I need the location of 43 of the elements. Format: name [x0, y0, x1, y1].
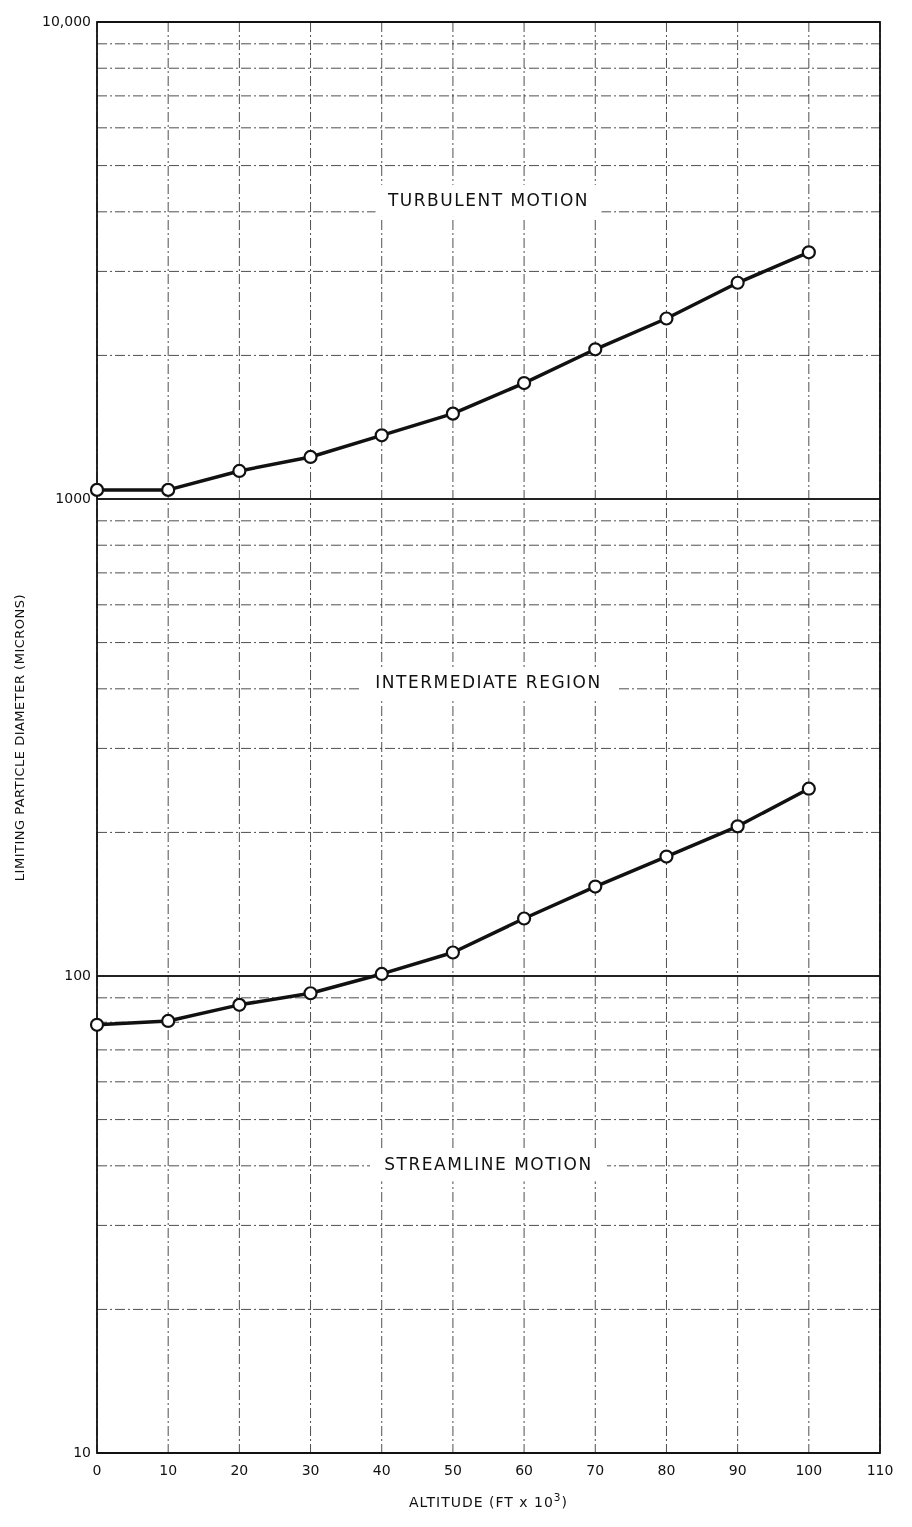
point — [659, 311, 674, 326]
point — [232, 463, 247, 479]
point — [588, 342, 603, 357]
point — [801, 781, 816, 796]
y-tick-label: 100 — [64, 967, 91, 983]
point — [730, 819, 745, 834]
point — [801, 245, 816, 260]
x-tick-label: 90 — [728, 1462, 747, 1478]
point — [516, 375, 532, 391]
x-tick-label: 110 — [866, 1462, 894, 1478]
annotation: STREAMLINE MOTION — [384, 1154, 593, 1175]
point — [161, 1013, 176, 1029]
y-tick-label: 10 — [73, 1444, 91, 1460]
x-tick-label: 0 — [92, 1462, 102, 1478]
x-tick-label: 80 — [657, 1462, 676, 1478]
point — [374, 428, 389, 443]
x-tick-label: 40 — [372, 1462, 391, 1478]
x-tick-label: 100 — [795, 1462, 823, 1478]
y-tick-label: 1000 — [55, 490, 91, 506]
point — [161, 482, 176, 497]
point — [89, 1017, 105, 1032]
point — [445, 406, 461, 421]
annotation: INTERMEDIATE REGION — [375, 672, 602, 693]
point — [89, 482, 105, 497]
point — [659, 849, 674, 864]
annotation: TURBULENT MOTION — [386, 189, 590, 210]
x-tick-label: 70 — [586, 1462, 605, 1478]
point — [303, 449, 318, 465]
point — [303, 986, 318, 1001]
x-tick-label: 60 — [515, 1462, 533, 1478]
point — [730, 275, 745, 290]
y-axis-title: LIMITING PARTICLE DIAMETER (MICRONS) — [12, 593, 27, 882]
point — [232, 997, 247, 1012]
x-tick-label: 10 — [159, 1462, 178, 1478]
y-tick-label: 10,000 — [42, 13, 91, 29]
x-tick-label: 30 — [301, 1462, 320, 1478]
x-axis-title: ALTITUDE (FT x 10$^{3}$) — [409, 1491, 568, 1510]
point — [445, 945, 461, 960]
x-tick-label: 20 — [230, 1462, 249, 1478]
point — [588, 879, 603, 894]
point — [516, 911, 532, 926]
x-tick-label: 50 — [444, 1462, 462, 1478]
point — [374, 966, 389, 982]
